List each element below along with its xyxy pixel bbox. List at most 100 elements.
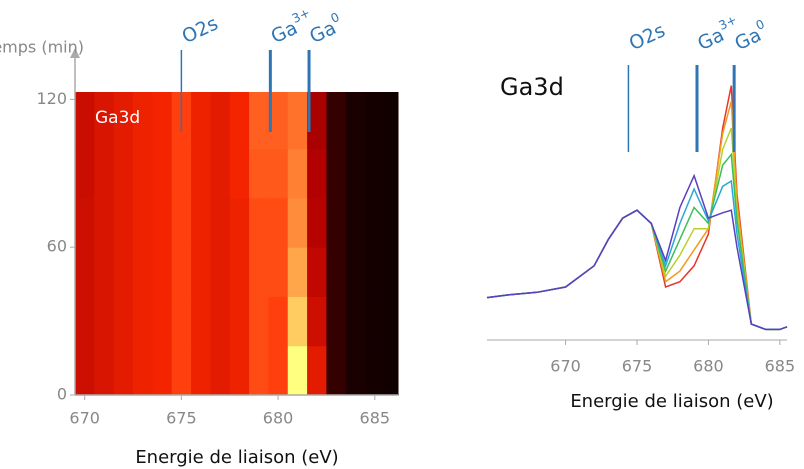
annotation-label: O2s <box>179 12 222 48</box>
heat-cell <box>326 148 347 199</box>
heat-cell <box>326 296 347 347</box>
y-tick-label: 60 <box>47 237 67 256</box>
annotation-label: O2s <box>626 19 669 55</box>
heat-cell <box>75 148 95 199</box>
heat-cell <box>94 197 115 248</box>
heat-cell <box>191 296 211 347</box>
heat-cell <box>307 247 327 297</box>
heat-cell <box>171 148 192 199</box>
x-axis-title: Energie de liaison (eV) <box>570 391 773 412</box>
heat-cell <box>249 296 269 347</box>
heat-cell <box>287 197 308 248</box>
x-axis-title: Energie de liaison (eV) <box>135 447 338 468</box>
heat-cell <box>268 92 289 150</box>
annotation-text: O2s <box>626 19 669 55</box>
heat-cell <box>152 148 173 199</box>
heat-cell <box>345 345 366 396</box>
x-tick-label: 675 <box>622 357 653 376</box>
heat-cell <box>365 148 385 199</box>
panel-label: Ga3d <box>95 108 140 128</box>
heat-cell <box>384 92 399 150</box>
heat-cell <box>75 296 95 347</box>
annotation-sup: 3+ <box>290 5 312 25</box>
heat-cell <box>287 92 308 150</box>
heat-cell <box>75 92 95 150</box>
x-tick-label: 675 <box>166 409 197 428</box>
heat-cell <box>171 345 192 396</box>
heat-cell <box>152 247 173 297</box>
heat-cell <box>229 148 250 199</box>
x-tick-label: 680 <box>263 409 294 428</box>
heat-cell <box>152 345 173 396</box>
heat-cell <box>307 148 327 199</box>
heat-cell <box>113 92 134 150</box>
heat-cell <box>287 247 308 297</box>
heat-cell <box>287 345 308 396</box>
spectrum-line <box>486 101 788 331</box>
heat-cell <box>345 148 366 199</box>
heat-cell <box>152 197 173 248</box>
x-tick-label: 685 <box>360 409 391 428</box>
heat-cell <box>365 247 385 297</box>
y-tick-label: 0 <box>57 385 67 404</box>
heat-cell <box>345 296 366 347</box>
x-tick-label: 680 <box>693 357 724 376</box>
heat-cell <box>326 345 347 396</box>
heat-cell <box>268 296 289 347</box>
heat-cell <box>113 148 134 199</box>
spectrum-line <box>486 127 788 331</box>
y-axis-arrow <box>70 48 80 58</box>
heat-cell <box>229 197 250 248</box>
heat-cell <box>268 345 289 396</box>
heat-cell <box>210 345 231 396</box>
heat-cell <box>191 92 211 150</box>
heat-cell <box>249 197 269 248</box>
heat-cell <box>191 197 211 248</box>
heat-cell <box>384 148 399 199</box>
heat-cell <box>210 247 231 297</box>
heat-cell <box>229 345 250 396</box>
heat-cell <box>268 247 289 297</box>
heat-cell <box>191 247 211 297</box>
heat-cell <box>133 197 153 248</box>
heat-cell <box>171 296 192 347</box>
heat-cell <box>133 345 153 396</box>
heat-cell <box>94 345 115 396</box>
heat-cell <box>113 345 134 396</box>
heat-cell <box>307 92 327 150</box>
heat-cell <box>307 345 327 396</box>
annotation-label: Ga3+ <box>692 12 743 54</box>
heat-cell <box>75 197 95 248</box>
heat-cell <box>287 296 308 347</box>
heat-cell <box>384 296 399 347</box>
heat-cell <box>384 197 399 248</box>
heat-cell <box>345 92 366 150</box>
heat-cell <box>287 148 308 199</box>
heat-cell <box>133 148 153 199</box>
heat-cell <box>113 197 134 248</box>
x-tick-label: 685 <box>765 357 796 376</box>
heat-cell <box>210 197 231 248</box>
heat-cell <box>268 148 289 199</box>
heat-cell <box>210 92 231 150</box>
heat-cell <box>229 247 250 297</box>
heat-cell <box>152 296 173 347</box>
heat-cell <box>249 345 269 396</box>
heat-cell <box>210 296 231 347</box>
heat-cell <box>75 247 95 297</box>
heat-cell <box>171 247 192 297</box>
heat-cell <box>94 92 115 150</box>
heat-cell <box>133 92 153 150</box>
heat-cell <box>365 197 385 248</box>
heat-cell <box>94 148 115 199</box>
heat-cell <box>307 197 327 248</box>
heat-cell <box>345 197 366 248</box>
x-tick-label: 670 <box>550 357 581 376</box>
heat-cell <box>345 247 366 297</box>
y-axis-title: Temps (min) <box>0 38 84 57</box>
heat-cell <box>249 92 269 150</box>
heat-cell <box>191 345 211 396</box>
heat-cell <box>384 345 399 396</box>
heat-cell <box>249 247 269 297</box>
heat-cell <box>384 247 399 297</box>
